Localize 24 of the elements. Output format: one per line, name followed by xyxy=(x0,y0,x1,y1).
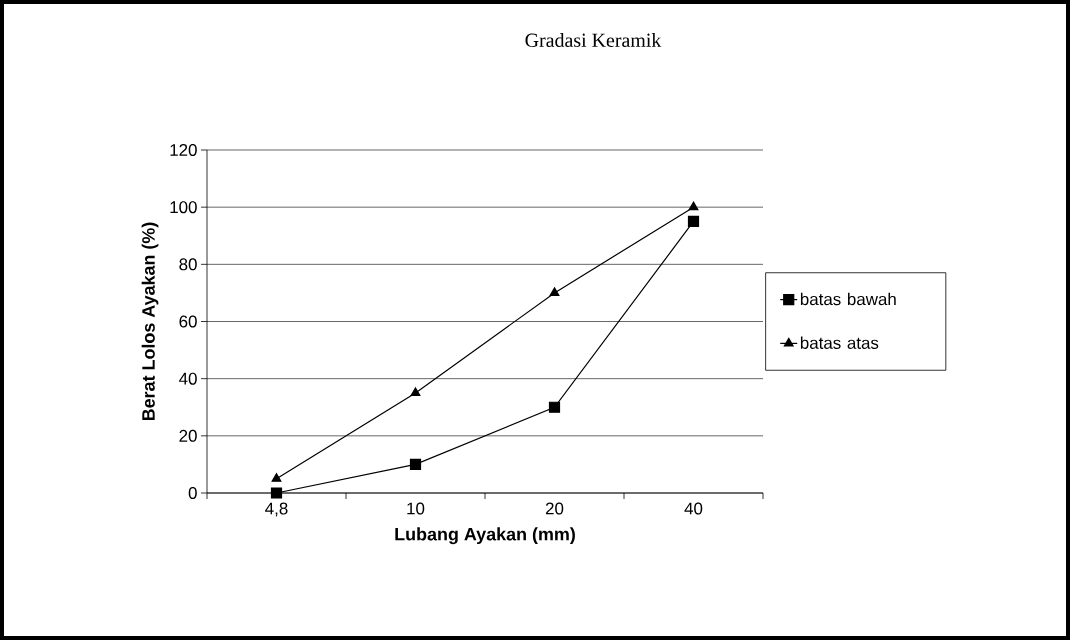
point xyxy=(409,458,422,471)
chart-title: Gradasi Keramik xyxy=(525,32,662,47)
point xyxy=(271,473,282,482)
y-tick-label: 60 xyxy=(179,315,197,328)
y-axis-title: Berat Lolos Ayakan (%) xyxy=(141,222,159,421)
x-tick-label: 40 xyxy=(684,502,703,515)
legend-label: batas atas xyxy=(800,336,879,349)
x-tick-label: 20 xyxy=(545,502,564,515)
x-tick-label: 10 xyxy=(407,502,425,515)
x-axis-title: Lubang Ayakan (mm) xyxy=(395,527,575,545)
point xyxy=(548,401,561,413)
y-tick-label: 40 xyxy=(179,372,197,385)
point xyxy=(549,287,560,297)
point xyxy=(270,487,283,499)
y-tick-label: 100 xyxy=(170,201,197,214)
legend-label: batas bawah xyxy=(800,292,896,306)
y-tick-label: 80 xyxy=(179,258,197,271)
point xyxy=(687,215,700,228)
y-tick-label: 0 xyxy=(188,487,197,499)
point xyxy=(688,201,699,211)
y-tick-label: 20 xyxy=(179,429,197,442)
y-tick-label: 120 xyxy=(170,144,197,156)
point xyxy=(410,387,421,397)
x-tick-label: 4,8 xyxy=(265,502,288,517)
